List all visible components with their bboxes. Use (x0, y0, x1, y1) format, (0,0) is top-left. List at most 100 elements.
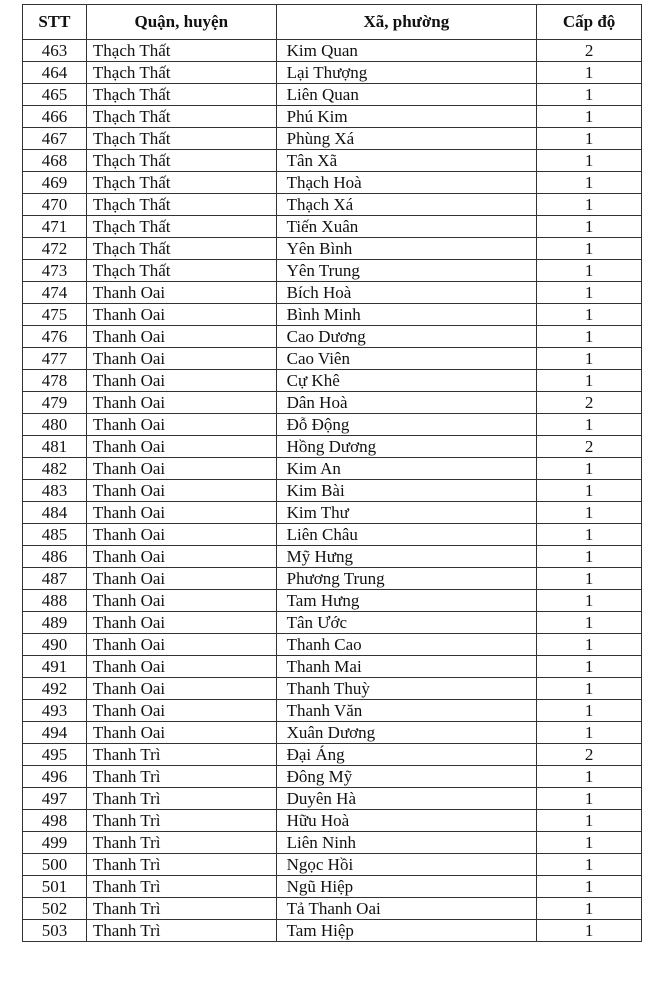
commune-level-table: STT Quận, huyện Xã, phường Cấp độ 463 Thạ… (22, 4, 642, 942)
table-row: 473 Thạch Thất Yên Trung 1 (22, 259, 642, 282)
table-row: 468 Thạch Thất Tân Xã 1 (22, 149, 642, 172)
cell-district: Thạch Thất (85, 171, 277, 194)
table-row: 491 Thanh Oai Thanh Mai 1 (22, 655, 642, 678)
cell-district: Thạch Thất (85, 237, 277, 260)
cell-level: 1 (536, 633, 642, 656)
header-commune: Xã, phường (275, 4, 538, 40)
table-row: 475 Thanh Oai Bình Minh 1 (22, 303, 642, 326)
cell-stt: 503 (22, 919, 87, 942)
cell-commune: Thanh Thuỳ (275, 677, 538, 700)
cell-stt: 473 (22, 259, 87, 282)
cell-district: Thanh Trì (85, 831, 277, 854)
table-row: 502 Thanh Trì Tả Thanh Oai 1 (22, 897, 642, 920)
cell-stt: 476 (22, 325, 87, 348)
cell-district: Thanh Oai (85, 303, 277, 326)
table-row: 501 Thanh Trì Ngũ Hiệp 1 (22, 875, 642, 898)
cell-commune: Kim Thư (275, 501, 538, 524)
cell-commune: Phùng Xá (275, 127, 538, 150)
cell-commune: Thanh Văn (275, 699, 538, 722)
table-header-row: STT Quận, huyện Xã, phường Cấp độ (22, 4, 642, 40)
cell-level: 1 (536, 765, 642, 788)
cell-commune: Thạch Xá (275, 193, 538, 216)
cell-district: Thạch Thất (85, 105, 277, 128)
table-row: 488 Thanh Oai Tam Hưng 1 (22, 589, 642, 612)
cell-commune: Lại Thượng (275, 61, 538, 84)
cell-commune: Ngũ Hiệp (275, 875, 538, 898)
cell-district: Thanh Trì (85, 809, 277, 832)
cell-stt: 466 (22, 105, 87, 128)
cell-stt: 494 (22, 721, 87, 744)
cell-stt: 463 (22, 39, 87, 62)
cell-stt: 484 (22, 501, 87, 524)
table-row: 492 Thanh Oai Thanh Thuỳ 1 (22, 677, 642, 700)
cell-level: 1 (536, 611, 642, 634)
cell-commune: Dân Hoà (275, 391, 538, 414)
cell-level: 1 (536, 875, 642, 898)
cell-district: Thanh Trì (85, 787, 277, 810)
cell-district: Thanh Oai (85, 281, 277, 304)
cell-stt: 490 (22, 633, 87, 656)
table-row: 481 Thanh Oai Hồng Dương 2 (22, 435, 642, 458)
table-row: 479 Thanh Oai Dân Hoà 2 (22, 391, 642, 414)
cell-district: Thanh Oai (85, 435, 277, 458)
cell-level: 1 (536, 105, 642, 128)
table-row: 493 Thanh Oai Thanh Văn 1 (22, 699, 642, 722)
cell-district: Thanh Oai (85, 655, 277, 678)
cell-commune: Đông Mỹ (275, 765, 538, 788)
cell-stt: 481 (22, 435, 87, 458)
cell-stt: 497 (22, 787, 87, 810)
cell-commune: Duyên Hà (275, 787, 538, 810)
table-row: 483 Thanh Oai Kim Bài 1 (22, 479, 642, 502)
cell-level: 1 (536, 919, 642, 942)
header-level: Cấp độ (536, 4, 642, 40)
cell-level: 1 (536, 809, 642, 832)
cell-level: 2 (536, 391, 642, 414)
table-row: 471 Thạch Thất Tiến Xuân 1 (22, 215, 642, 238)
cell-level: 1 (536, 303, 642, 326)
cell-district: Thanh Oai (85, 633, 277, 656)
table-row: 496 Thanh Trì Đông Mỹ 1 (22, 765, 642, 788)
cell-district: Thanh Oai (85, 677, 277, 700)
cell-district: Thanh Trì (85, 897, 277, 920)
header-stt: STT (22, 4, 87, 40)
cell-commune: Yên Bình (275, 237, 538, 260)
cell-level: 1 (536, 347, 642, 370)
cell-stt: 489 (22, 611, 87, 634)
cell-district: Thạch Thất (85, 39, 277, 62)
cell-level: 1 (536, 457, 642, 480)
cell-commune: Kim Quan (275, 39, 538, 62)
table-row: 487 Thanh Oai Phương Trung 1 (22, 567, 642, 590)
cell-stt: 470 (22, 193, 87, 216)
cell-stt: 465 (22, 83, 87, 106)
cell-district: Thạch Thất (85, 149, 277, 172)
table-row: 495 Thanh Trì Đại Áng 2 (22, 743, 642, 766)
cell-level: 1 (536, 787, 642, 810)
cell-commune: Cao Viên (275, 347, 538, 370)
table-row: 466 Thạch Thất Phú Kim 1 (22, 105, 642, 128)
cell-stt: 495 (22, 743, 87, 766)
cell-commune: Hồng Dương (275, 435, 538, 458)
table-row: 489 Thanh Oai Tân Ước 1 (22, 611, 642, 634)
cell-commune: Đại Áng (275, 743, 538, 766)
cell-district: Thạch Thất (85, 83, 277, 106)
cell-commune: Thanh Cao (275, 633, 538, 656)
cell-stt: 472 (22, 237, 87, 260)
cell-level: 1 (536, 193, 642, 216)
cell-commune: Phương Trung (275, 567, 538, 590)
cell-district: Thanh Oai (85, 413, 277, 436)
cell-stt: 501 (22, 875, 87, 898)
cell-level: 1 (536, 721, 642, 744)
cell-level: 1 (536, 831, 642, 854)
cell-stt: 471 (22, 215, 87, 238)
cell-level: 2 (536, 743, 642, 766)
cell-commune: Yên Trung (275, 259, 538, 282)
cell-level: 2 (536, 435, 642, 458)
table-row: 482 Thanh Oai Kim An 1 (22, 457, 642, 480)
cell-commune: Xuân Dương (275, 721, 538, 744)
cell-district: Thanh Trì (85, 919, 277, 942)
cell-level: 1 (536, 369, 642, 392)
cell-commune: Đỗ Động (275, 413, 538, 436)
cell-level: 1 (536, 325, 642, 348)
cell-district: Thanh Oai (85, 611, 277, 634)
cell-level: 1 (536, 523, 642, 546)
